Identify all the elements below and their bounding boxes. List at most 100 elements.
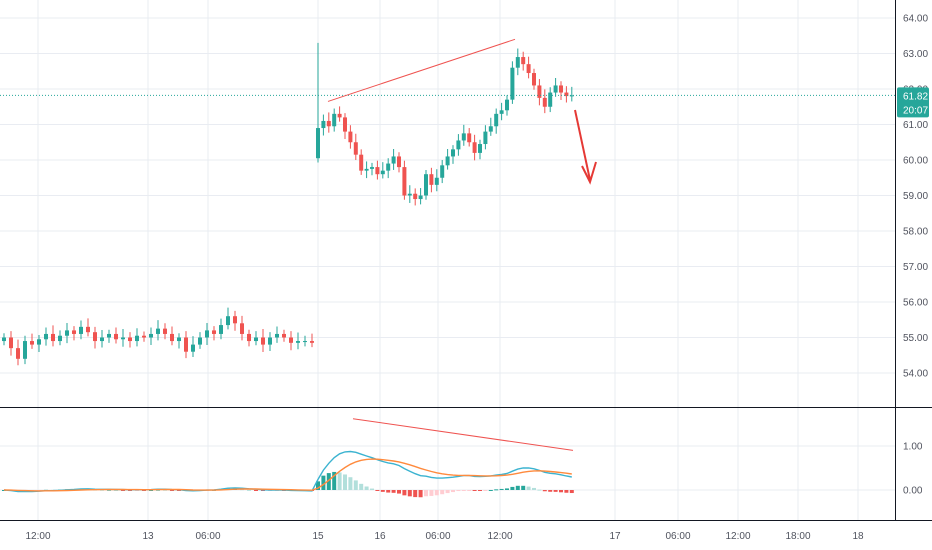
macd-histogram-bar <box>451 490 455 493</box>
macd-histogram-bar <box>407 490 412 497</box>
macd-histogram-bar <box>424 490 428 497</box>
macd-histogram-bar <box>515 485 520 490</box>
candle-body <box>2 337 6 342</box>
time-tick-label: 12:00 <box>725 531 750 542</box>
candle-body <box>494 113 499 127</box>
macd-histogram-bar <box>353 480 358 490</box>
candle-body <box>532 73 536 86</box>
candle-body <box>337 113 342 118</box>
macd-histogram-bar <box>429 490 434 496</box>
candle-body <box>261 337 265 345</box>
trend-line[interactable] <box>327 38 516 102</box>
macd-histogram-bar <box>170 490 174 491</box>
macd-histogram-bar <box>332 471 337 490</box>
candle-body <box>515 57 520 68</box>
candle-body <box>58 335 62 342</box>
price-tick-label: 58.00 <box>903 227 928 238</box>
candle-body <box>65 330 69 336</box>
price-axis[interactable]: 64.0063.0062.0061.0060.0059.0058.0057.00… <box>903 14 928 380</box>
time-axis[interactable]: 12:00 13 06:00 15 16 06:00 12:00 17 06:00 12:00 18… <box>25 531 864 542</box>
candle-body <box>402 167 407 196</box>
candle-body <box>212 330 216 334</box>
signal-line <box>3 458 572 492</box>
candle-body <box>440 165 445 178</box>
macd-histogram-bar <box>348 477 353 490</box>
candle-body <box>418 195 423 200</box>
candle-body <box>310 341 314 343</box>
chart-grid <box>0 0 896 520</box>
macd-histogram-bar <box>149 489 153 491</box>
macd-histogram-bar <box>177 490 181 491</box>
time-tick-label: 15 <box>312 531 324 542</box>
time-tick-label: 06:00 <box>195 531 220 542</box>
candle-body <box>275 333 279 338</box>
last-price-label: 61.82 <box>903 91 928 102</box>
macd-histogram-bar <box>247 489 251 491</box>
candle-body <box>499 110 504 114</box>
candle-body <box>233 316 237 324</box>
candle-body <box>391 156 396 164</box>
candle-body <box>537 85 542 98</box>
time-tick-label: 12:00 <box>25 531 50 542</box>
macd-histogram-bar <box>364 486 369 490</box>
macd-histogram-bar <box>472 490 477 491</box>
macd-histogram-bar <box>532 487 536 490</box>
macd-histogram-bar <box>559 490 563 493</box>
macd-histogram-bar <box>114 489 118 491</box>
candle-body <box>526 64 531 74</box>
candle-body <box>321 120 326 129</box>
candle-body <box>445 156 450 166</box>
candle-body <box>359 154 364 171</box>
macd-histogram-bar <box>397 490 401 494</box>
candle-body <box>289 337 293 343</box>
candle-body <box>488 126 493 132</box>
macd-pane <box>2 418 574 498</box>
macd-histogram-bar <box>418 490 423 498</box>
down-arrow-head[interactable] <box>581 161 597 185</box>
candle-body <box>37 339 41 345</box>
candle-body <box>128 337 132 342</box>
candle-body <box>434 177 439 185</box>
macd-histogram-bar <box>107 489 111 491</box>
candle-body <box>51 333 55 342</box>
macd-histogram-bar <box>316 481 320 490</box>
macd-histogram-bar <box>359 483 364 490</box>
candle-body <box>467 133 472 143</box>
macd-histogram-bar <box>440 490 445 495</box>
candle-body <box>121 337 125 340</box>
macd-histogram-bar <box>521 485 526 490</box>
macd-histogram-bar <box>326 473 331 490</box>
candle-body <box>424 174 428 196</box>
time-tick-label: 06:00 <box>425 531 450 542</box>
macd-histogram-bar <box>542 490 547 492</box>
candle-body <box>93 332 97 342</box>
candle-body <box>135 335 139 342</box>
candle-body <box>86 326 90 333</box>
macd-histogram-bar <box>254 490 258 491</box>
macd-trend-line[interactable] <box>352 418 574 451</box>
candle-body <box>461 133 466 141</box>
macd-histogram-bar <box>413 490 418 498</box>
down-arrow-shaft[interactable] <box>574 109 591 181</box>
price-tick-label: 60.00 <box>903 156 928 167</box>
candle-body <box>107 333 111 338</box>
candle-body <box>205 330 209 338</box>
candle-body <box>564 92 569 97</box>
candle-body <box>247 333 251 342</box>
macd-axis[interactable]: 1.00 0.00 <box>903 442 923 497</box>
price-tick-label: 63.00 <box>903 49 928 60</box>
macd-histogram-bar <box>548 490 553 492</box>
candle-body <box>156 328 160 334</box>
candle-body <box>521 57 526 65</box>
price-tick-label: 61.00 <box>903 120 928 131</box>
macd-tick-label: 0.00 <box>903 486 923 497</box>
candle-body <box>559 85 563 93</box>
macd-histogram-bar <box>370 488 374 490</box>
candle-body <box>240 323 244 334</box>
candle-body <box>44 333 48 340</box>
drawing-annotations <box>327 38 597 185</box>
time-tick-label: 16 <box>374 531 386 542</box>
bar-countdown-label: 20:07 <box>903 105 928 116</box>
price-tick-label: 59.00 <box>903 191 928 202</box>
